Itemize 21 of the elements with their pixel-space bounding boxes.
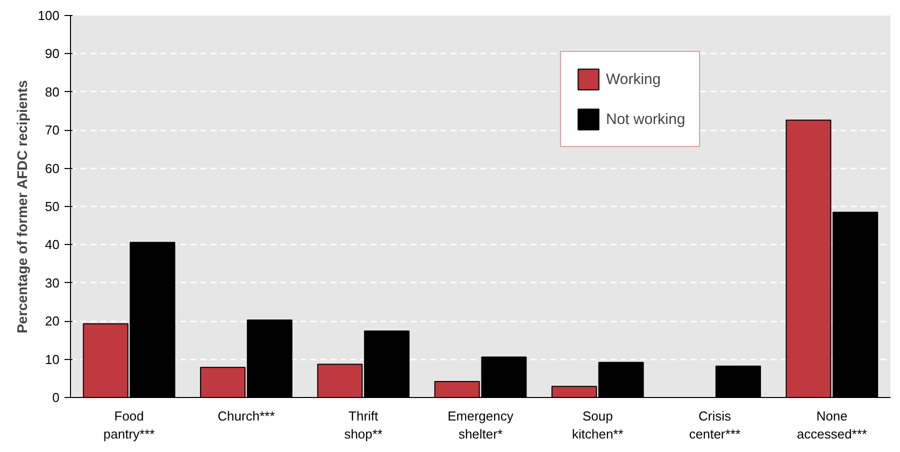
y-tick-label: 80 [45,84,60,100]
y-tick-label: 60 [45,160,60,176]
y-tick-label: 0 [52,390,60,405]
legend-label: Not working [606,110,686,128]
y-tick-label: 30 [45,275,60,290]
legend-label: Working [606,70,661,88]
x-tick-label: None accessed*** [796,408,867,442]
y-tick-label: 20 [45,314,60,329]
x-tick-label: Crisis center*** [689,408,740,442]
y-tick-label: 90 [45,46,60,62]
x-tick-label: Food pantry*** [103,408,155,442]
y-tick-label: 10 [45,352,60,367]
y-tick-label: 50 [45,199,60,214]
x-tick-label: Emergency shelter* [448,408,514,442]
x-tick-label: Church*** [218,408,275,424]
y-tick-label: 70 [45,122,60,138]
y-tick-label: 100 [38,8,60,23]
y-axis-title: Percentage of former AFDC recipients [14,80,30,334]
y-tick-label: 40 [45,237,60,252]
x-tick-label: Soup kitchen** [572,408,624,442]
x-tick-label: Thrift shop** [344,408,383,442]
